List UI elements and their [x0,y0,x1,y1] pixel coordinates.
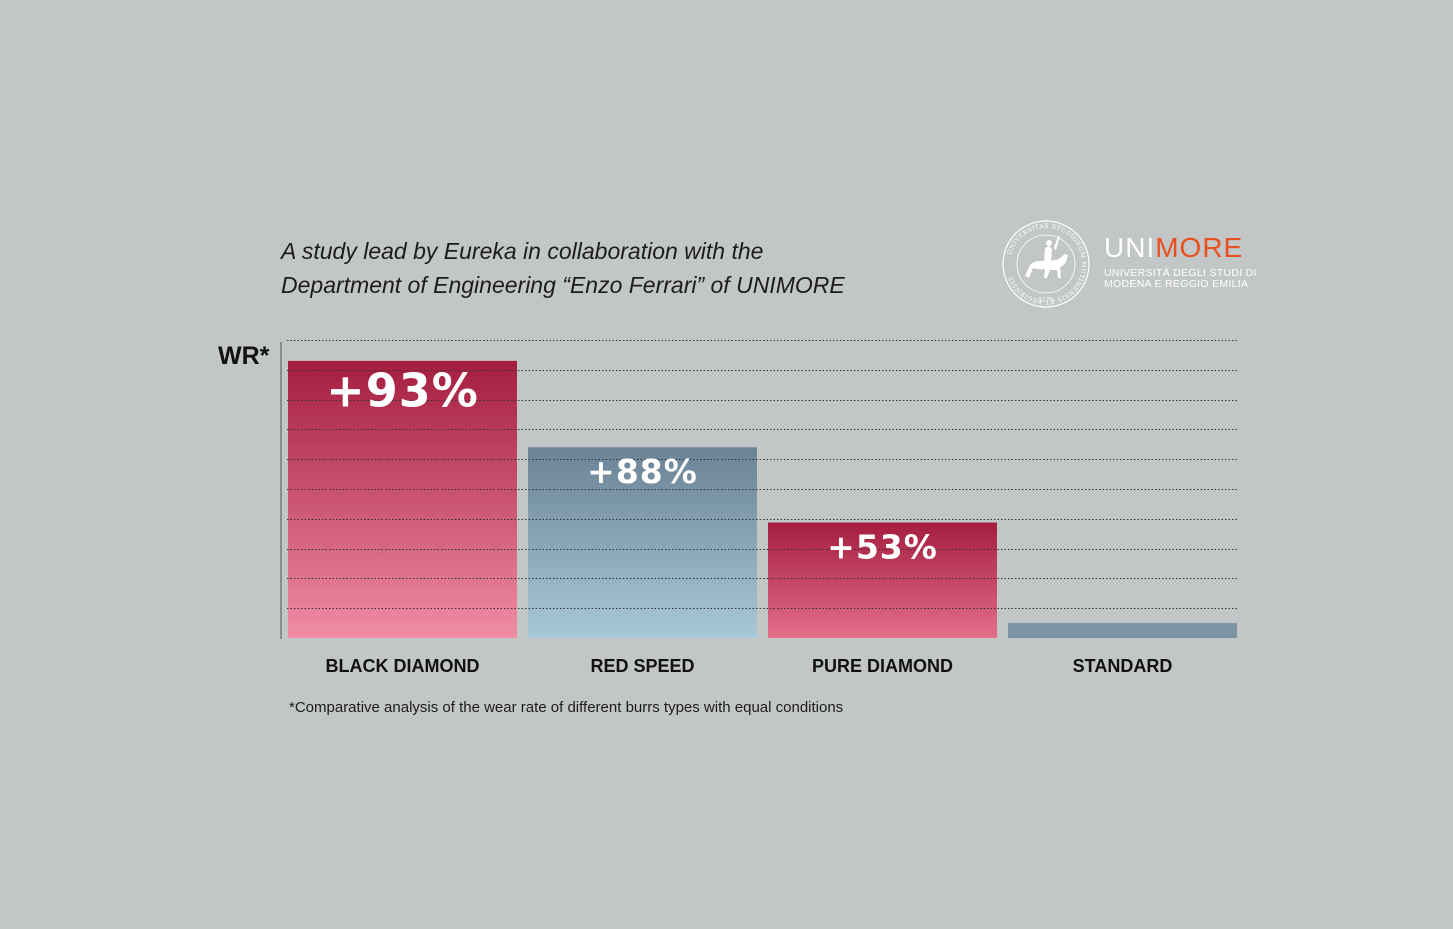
chart-subtitle: A study lead by Eureka in collaboration … [281,234,961,302]
x-tick-label: STANDARD [1072,656,1173,676]
footnote: *Comparative analysis of the wear rate o… [289,699,844,716]
x-tick-label: PURE DIAMOND [811,656,953,676]
logo-word-more: MORE [1155,232,1244,263]
logo-sub-line-1: UNIVERSITÀ DEGLI STUDI DI [1104,267,1257,279]
data-label-pure-diamond: +53% [827,527,938,566]
university-seal-icon: UNIVERSITAS STUDIORUM MUTINENSIS ET REGI… [1002,220,1090,308]
bar-pure-diamond [768,522,997,638]
subtitle-line-1: A study lead by Eureka in collaboration … [281,238,764,264]
data-label-black-diamond: +93% [326,364,479,418]
data-label-red-speed: +88% [587,452,698,491]
subtitle-line-2: Department of Engineering “Enzo Ferrari”… [281,272,845,298]
logo-sub-line-2: MODENA E REGGIO EMILIA [1104,278,1249,290]
x-tick-label: BLACK DIAMOND [325,656,480,676]
x-tick-label: RED SPEED [590,656,695,676]
horseman-icon [1025,236,1068,278]
logo-subtitle: UNIVERSITÀ DEGLI STUDI DI MODENA E REGGI… [1104,268,1257,290]
unimore-logo: UNIVERSITAS STUDIORUM MUTINENSIS ET REGI… [1000,218,1256,310]
bar-red-speed [528,447,757,638]
logo-wordmark: UNIMORE [1104,232,1243,264]
bar-black-diamond [288,360,517,638]
seal-year: 1175 [1038,297,1053,304]
y-axis-label: WR* [218,342,270,370]
logo-word-uni: UNI [1104,232,1156,263]
bar-standard [1008,623,1237,638]
